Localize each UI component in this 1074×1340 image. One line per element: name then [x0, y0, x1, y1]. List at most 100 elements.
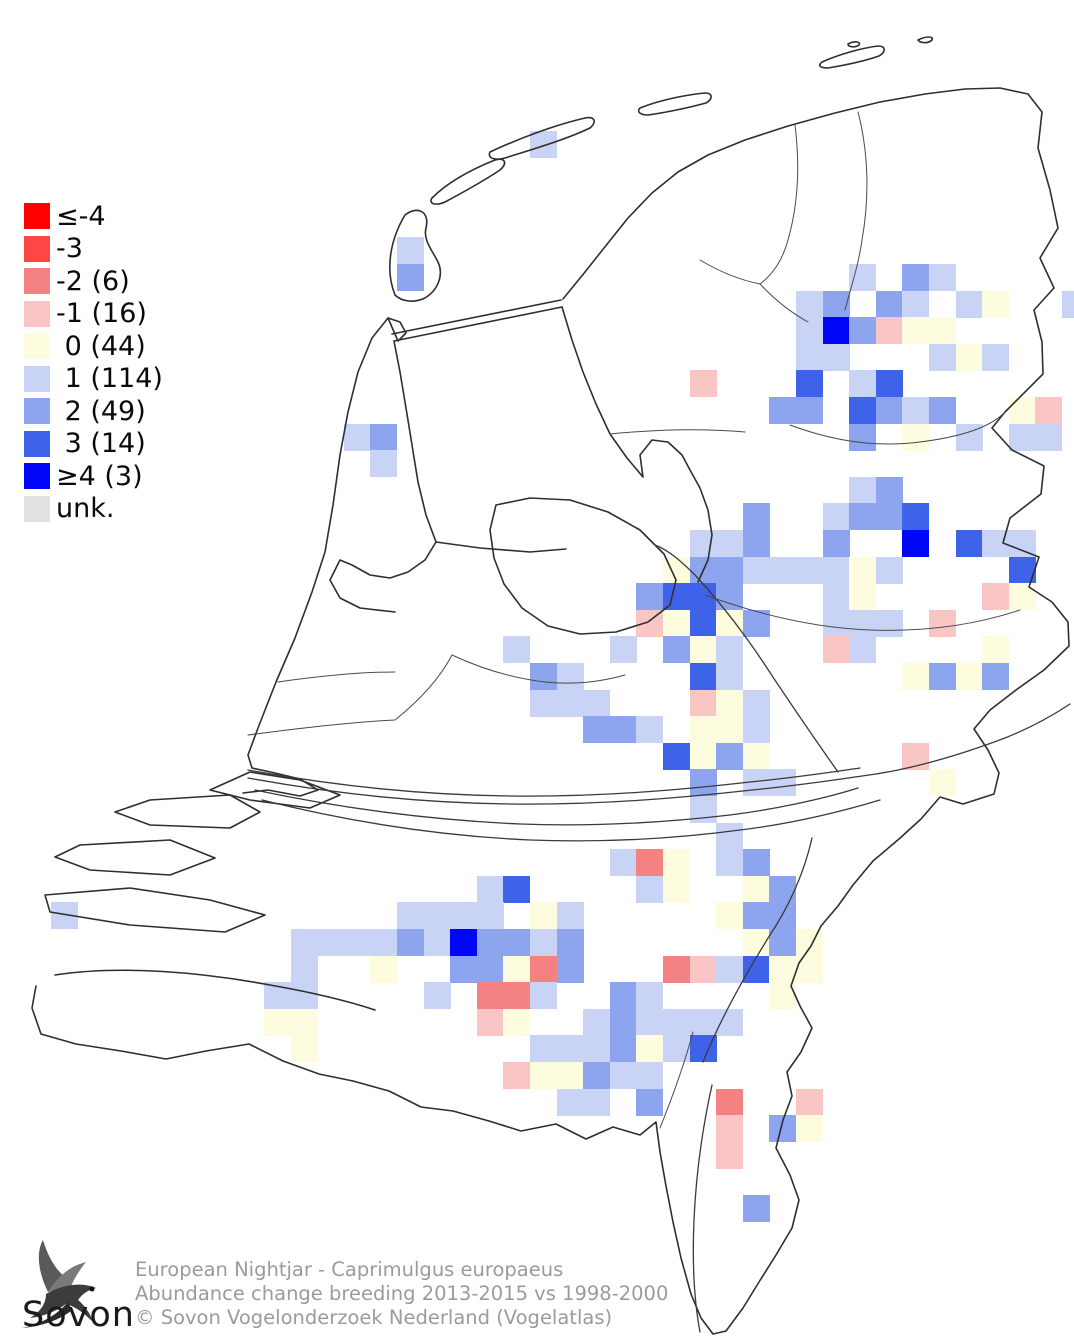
atlas-cell [875, 476, 903, 504]
atlas-cell [875, 609, 903, 637]
atlas-cell [982, 290, 1010, 318]
atlas-cell [636, 849, 664, 877]
atlas-cell [503, 955, 531, 983]
legend-swatch-m2 [24, 268, 50, 295]
atlas-cell [742, 849, 770, 877]
atlas-cell [689, 796, 717, 823]
atlas-cell [742, 902, 770, 930]
atlas-cell [290, 1008, 318, 1036]
atlas-cell [450, 955, 478, 983]
atlas-cell [849, 370, 877, 398]
atlas-cell [929, 343, 956, 371]
atlas-cell [636, 1088, 664, 1116]
atlas-cell [530, 1062, 557, 1089]
atlas-cell [476, 875, 504, 903]
atlas-cell [583, 1088, 611, 1116]
legend-label: 1 (114) [56, 363, 163, 395]
atlas-cell [796, 397, 823, 424]
atlas-cell [450, 929, 478, 956]
atlas-cell [609, 636, 637, 664]
atlas-cell [955, 290, 983, 318]
atlas-cell [902, 264, 930, 291]
atlas-cell [476, 982, 504, 1010]
atlas-cell [769, 769, 797, 797]
atlas-cell [663, 955, 690, 983]
atlas-cell [583, 689, 611, 717]
atlas-cell [689, 1008, 717, 1036]
atlas-cell [902, 742, 930, 770]
atlas-cell [636, 875, 664, 903]
atlas-cell [1008, 423, 1036, 451]
atlas-cell [583, 1008, 611, 1036]
atlas-cell [769, 982, 797, 1010]
atlas-cell [742, 609, 770, 637]
legend-label: ≤-4 [56, 200, 106, 232]
atlas-cell [849, 397, 877, 424]
atlas-cell [530, 689, 557, 717]
atlas-cell [663, 1008, 690, 1036]
atlas-cell [636, 716, 664, 744]
atlas-cell [822, 636, 850, 664]
legend-swatch-m3 [24, 235, 50, 262]
atlas-cell [716, 902, 744, 930]
atlas-cell [689, 583, 717, 611]
legend-label: 3 (14) [56, 428, 146, 460]
legend-item-3: -1 (16) [24, 298, 163, 331]
atlas-cell [742, 955, 770, 983]
atlas-cell [769, 1115, 797, 1143]
atlas-cell [796, 370, 823, 398]
atlas-cell [370, 450, 398, 478]
legend-swatch-m4 [24, 203, 50, 230]
atlas-cell [317, 929, 345, 956]
atlas-cell [929, 609, 956, 637]
atlas-cell [1035, 397, 1063, 424]
atlas-cell [769, 397, 797, 424]
atlas-cell [796, 290, 823, 318]
atlas-cell [609, 1008, 637, 1036]
atlas-cell [742, 716, 770, 744]
atlas-cell [849, 423, 877, 451]
atlas-cell [982, 530, 1010, 557]
atlas-cell [849, 636, 877, 664]
atlas-cell [503, 929, 531, 956]
atlas-cell [742, 769, 770, 797]
atlas-cell [796, 1115, 823, 1143]
atlas-cell [636, 583, 664, 611]
legend-label: 0 (44) [56, 330, 146, 362]
atlas-cell [742, 689, 770, 717]
atlas-cell [929, 397, 956, 424]
atlas-cell [636, 609, 664, 637]
atlas-cell [51, 902, 79, 930]
atlas-cell [822, 290, 850, 318]
atlas-cell [769, 902, 797, 930]
atlas-cell [689, 769, 717, 797]
atlas-cell [423, 929, 451, 956]
atlas-cell [716, 1008, 744, 1036]
atlas-cell [530, 131, 557, 158]
atlas-cell [716, 609, 744, 637]
atlas-cell [689, 370, 717, 398]
atlas-cell [796, 955, 823, 983]
legend-swatch-m1 [24, 300, 50, 327]
atlas-cell [583, 1035, 611, 1063]
atlas-cell [982, 663, 1010, 690]
atlas-cell [663, 742, 690, 770]
atlas-cell [982, 636, 1010, 664]
atlas-cell [264, 1008, 291, 1036]
atlas-cell [556, 902, 584, 930]
atlas-cell [370, 955, 398, 983]
atlas-cell [955, 343, 983, 371]
atlas-cell [663, 849, 690, 877]
atlas-cell [663, 556, 690, 584]
legend-swatch-p4 [24, 463, 50, 490]
atlas-cell [902, 423, 930, 451]
atlas-cell [822, 609, 850, 637]
atlas-cell [769, 929, 797, 956]
atlas-cell [822, 503, 850, 531]
atlas-cell [689, 609, 717, 637]
atlas-cell [663, 583, 690, 611]
atlas-cell [1008, 397, 1036, 424]
legend-label: 2 (49) [56, 395, 146, 427]
atlas-cell [636, 1008, 664, 1036]
atlas-cell [902, 503, 930, 531]
